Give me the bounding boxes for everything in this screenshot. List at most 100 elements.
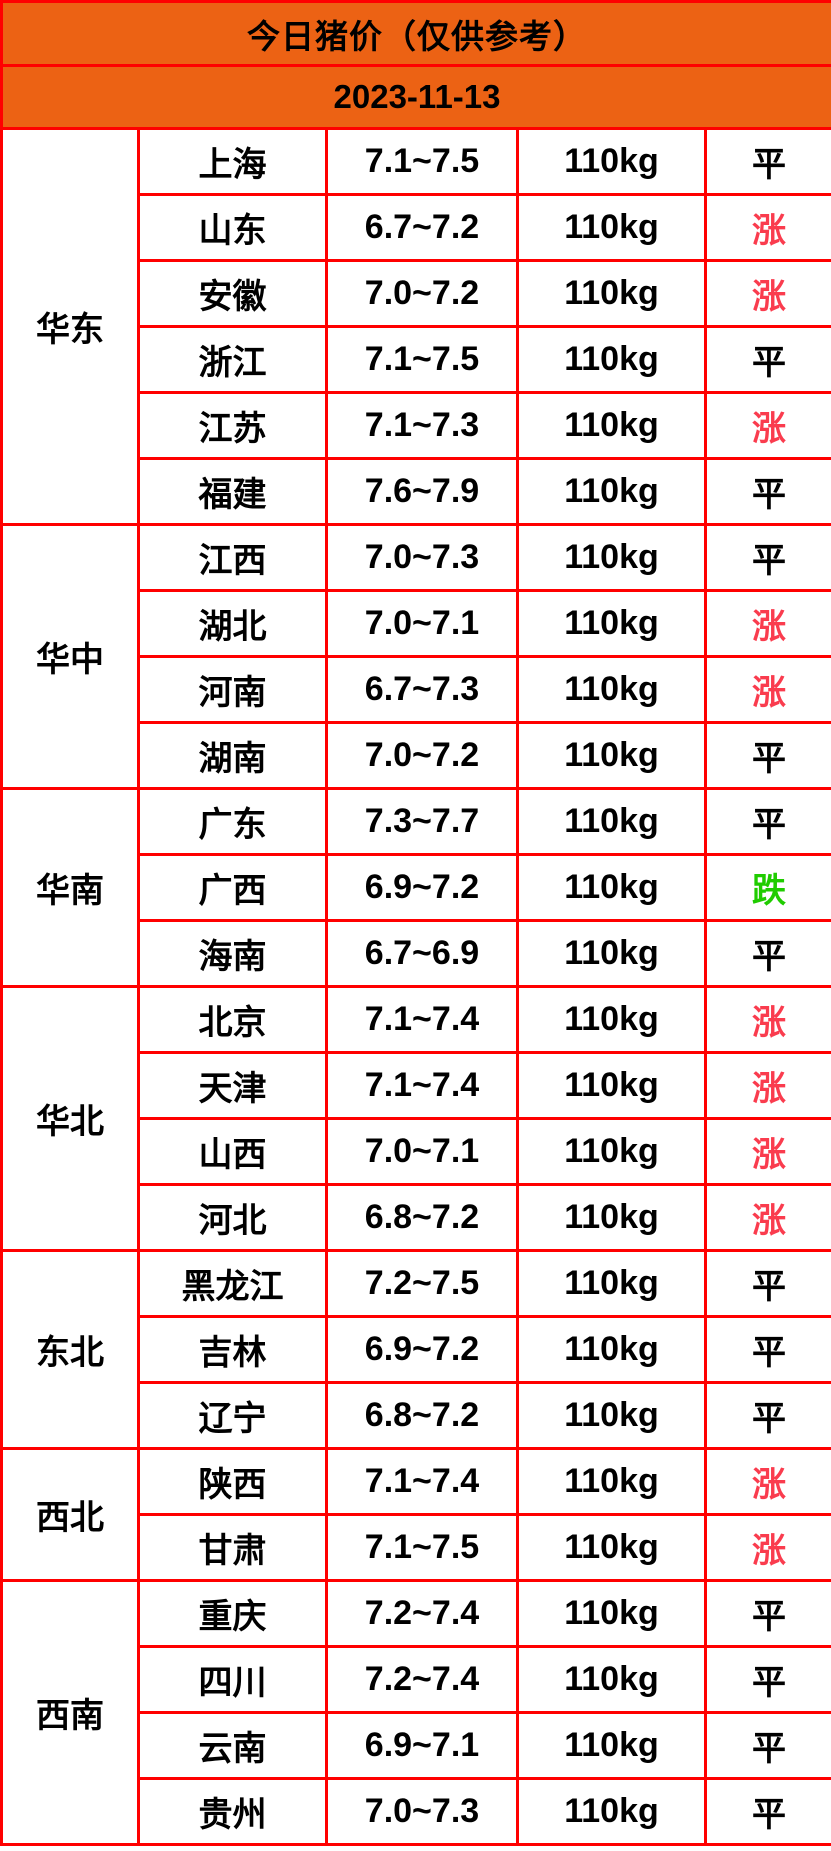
province-cell: 浙江 (137, 325, 328, 394)
trend-cell: 平 (703, 325, 831, 394)
price-cell: 7.0~7.2 (325, 259, 519, 328)
province-cell: 山东 (137, 193, 328, 262)
table-row: 河北 6.8~7.2 110kg 涨 (2, 1183, 831, 1252)
province-cell: 山西 (137, 1117, 328, 1186)
trend-cell: 涨 (703, 391, 831, 460)
weight-cell: 110kg (516, 523, 707, 592)
table-row: 浙江 7.1~7.5 110kg 平 (2, 325, 831, 394)
table-row: 山东 6.7~7.2 110kg 涨 (2, 193, 831, 262)
province-cell: 黑龙江 (137, 1249, 328, 1318)
weight-cell: 110kg (516, 193, 707, 262)
price-cell: 7.0~7.1 (325, 589, 519, 658)
table-row: 河南 6.7~7.3 110kg 涨 (2, 655, 831, 724)
price-cell: 7.1~7.4 (325, 985, 519, 1054)
weight-cell: 110kg (516, 1513, 707, 1582)
province-cell: 重庆 (137, 1579, 328, 1648)
trend-cell: 平 (703, 1381, 831, 1450)
weight-cell: 110kg (516, 1051, 707, 1120)
trend-cell: 涨 (703, 193, 831, 262)
price-cell: 7.0~7.1 (325, 1117, 519, 1186)
weight-cell: 110kg (516, 259, 707, 328)
date-label: 2023-11-13 (0, 64, 831, 130)
province-cell: 陕西 (137, 1447, 328, 1516)
price-cell: 7.1~7.4 (325, 1051, 519, 1120)
table-row: 甘肃 7.1~7.5 110kg 涨 (2, 1513, 831, 1582)
trend-cell: 平 (703, 1579, 831, 1648)
trend-cell: 平 (703, 919, 831, 988)
weight-cell: 110kg (516, 589, 707, 658)
province-cell: 福建 (137, 457, 328, 526)
trend-cell: 跌 (703, 853, 831, 922)
price-cell: 6.9~7.1 (325, 1711, 519, 1780)
trend-cell: 涨 (703, 1513, 831, 1582)
table-row: 华东 上海 7.1~7.5 110kg 平 (0, 127, 831, 526)
weight-cell: 110kg (516, 787, 707, 856)
weight-cell: 110kg (516, 985, 707, 1054)
trend-cell: 涨 (703, 1447, 831, 1516)
province-cell: 贵州 (137, 1777, 328, 1846)
province-cell: 四川 (137, 1645, 328, 1714)
weight-cell: 110kg (516, 127, 707, 196)
table-row: 华北 北京 7.1~7.4 110kg 涨 (0, 985, 831, 1252)
table-row: 江苏 7.1~7.3 110kg 涨 (2, 391, 831, 460)
price-cell: 7.6~7.9 (325, 457, 519, 526)
trend-cell: 平 (703, 721, 831, 790)
weight-cell: 110kg (516, 1381, 707, 1450)
trend-cell: 涨 (703, 589, 831, 658)
province-cell: 江苏 (137, 391, 328, 460)
weight-cell: 110kg (516, 721, 707, 790)
trend-cell: 平 (703, 1711, 831, 1780)
table-row: 福建 7.6~7.9 110kg 平 (2, 457, 831, 526)
price-cell: 6.8~7.2 (325, 1381, 519, 1450)
price-cell: 6.7~6.9 (325, 919, 519, 988)
table-row: 四川 7.2~7.4 110kg 平 (2, 1645, 831, 1714)
region-cell: 华南 (0, 787, 140, 988)
weight-cell: 110kg (516, 1711, 707, 1780)
table-row: 贵州 7.0~7.3 110kg 平 (2, 1777, 831, 1846)
price-cell: 6.8~7.2 (325, 1183, 519, 1252)
weight-cell: 110kg (516, 1315, 707, 1384)
table-row: 山西 7.0~7.1 110kg 涨 (2, 1117, 831, 1186)
price-cell: 7.0~7.3 (325, 1777, 519, 1846)
table-row: 吉林 6.9~7.2 110kg 平 (2, 1315, 831, 1384)
province-cell: 广东 (137, 787, 328, 856)
trend-cell: 涨 (703, 985, 831, 1054)
weight-cell: 110kg (516, 1777, 707, 1846)
weight-cell: 110kg (516, 457, 707, 526)
province-cell: 海南 (137, 919, 328, 988)
weight-cell: 110kg (516, 655, 707, 724)
table-row: 天津 7.1~7.4 110kg 涨 (2, 1051, 831, 1120)
page-title: 今日猪价（仅供参考） (0, 0, 831, 67)
province-cell: 河南 (137, 655, 328, 724)
province-cell: 安徽 (137, 259, 328, 328)
price-cell: 7.0~7.3 (325, 523, 519, 592)
region-cell: 华东 (0, 127, 140, 526)
weight-cell: 110kg (516, 1117, 707, 1186)
table-row: 安徽 7.0~7.2 110kg 涨 (2, 259, 831, 328)
table-row: 东北 黑龙江 7.2~7.5 110kg 平 (0, 1249, 831, 1450)
region-cell: 东北 (0, 1249, 140, 1450)
trend-cell: 涨 (703, 655, 831, 724)
table-row: 西北 陕西 7.1~7.4 110kg 涨 (0, 1447, 831, 1582)
trend-cell: 涨 (703, 1183, 831, 1252)
trend-cell: 涨 (703, 259, 831, 328)
table-row: 湖北 7.0~7.1 110kg 涨 (2, 589, 831, 658)
table-row: 云南 6.9~7.1 110kg 平 (2, 1711, 831, 1780)
price-cell: 7.1~7.5 (325, 1513, 519, 1582)
price-cell: 7.2~7.4 (325, 1645, 519, 1714)
price-cell: 7.1~7.3 (325, 391, 519, 460)
title-row: 今日猪价（仅供参考） (0, 0, 831, 67)
region-cell: 西北 (0, 1447, 140, 1582)
province-cell: 湖北 (137, 589, 328, 658)
trend-cell: 平 (703, 127, 831, 196)
weight-cell: 110kg (516, 1249, 707, 1318)
province-cell: 吉林 (137, 1315, 328, 1384)
province-cell: 云南 (137, 1711, 328, 1780)
price-cell: 7.1~7.5 (325, 325, 519, 394)
province-cell: 广西 (137, 853, 328, 922)
table-row: 辽宁 6.8~7.2 110kg 平 (2, 1381, 831, 1450)
table-row: 西南 重庆 7.2~7.4 110kg 平 (0, 1579, 831, 1846)
price-cell: 6.9~7.2 (325, 1315, 519, 1384)
